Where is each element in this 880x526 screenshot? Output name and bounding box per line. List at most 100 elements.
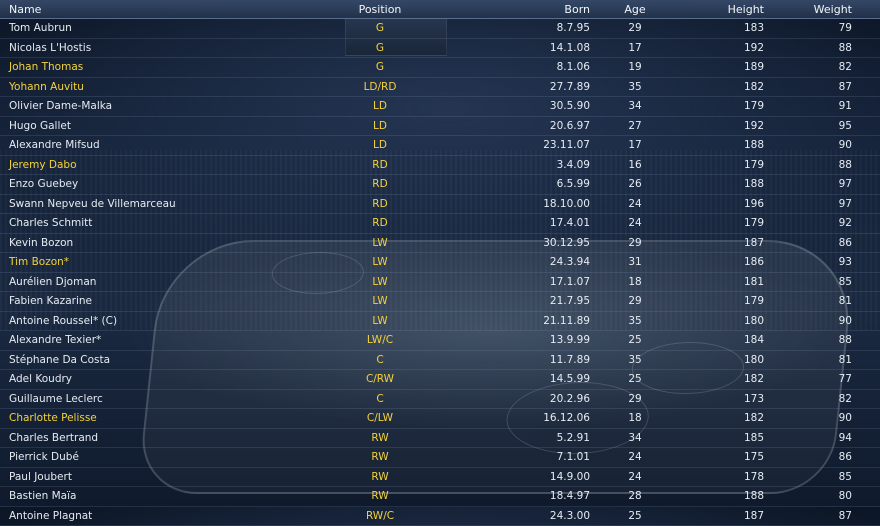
table-row[interactable]: Fabien Kazarine LW 21.7.95 29 179 81 [0,291,880,312]
player-name[interactable]: Enzo Guebey [0,174,300,195]
player-weight: 86 [770,233,880,253]
player-name[interactable]: Yohann Auvitu [0,77,300,97]
player-weight: 90 [770,408,880,429]
player-position: C/LW [300,408,460,429]
player-name[interactable]: Hugo Gallet [0,116,300,136]
player-position: LW [300,311,460,331]
table-row[interactable]: Charlotte Pelisse C/LW 16.12.06 18 182 90 [0,408,880,429]
player-position: LD/RD [300,77,460,97]
table-row[interactable]: Kevin Bozon LW 30.12.95 29 187 86 [0,233,880,253]
player-age: 24 [600,447,670,468]
player-born: 18.10.00 [460,194,600,214]
player-height: 182 [670,77,770,97]
player-name[interactable]: Tim Bozon* [0,252,300,273]
player-name[interactable]: Aurélien Djoman [0,272,300,292]
player-born: 11.7.89 [460,350,600,370]
column-header-height[interactable]: Height [670,0,770,19]
table-row[interactable]: Alexandre Mifsud LD 23.11.07 17 188 90 [0,135,880,156]
table-row[interactable]: Charles Schmitt RD 17.4.01 24 179 92 [0,213,880,234]
player-name[interactable]: Antoine Plagnat [0,506,300,526]
player-name[interactable]: Pierrick Dubé [0,447,300,468]
player-position: LW [300,252,460,273]
table-row[interactable]: Stéphane Da Costa C 11.7.89 35 180 81 [0,350,880,370]
player-height: 188 [670,486,770,507]
player-born: 17.1.07 [460,272,600,292]
player-name[interactable]: Olivier Dame-Malka [0,96,300,117]
column-header-age[interactable]: Age [600,0,670,19]
player-name[interactable]: Paul Joubert [0,467,300,487]
player-born: 8.1.06 [460,57,600,78]
player-name[interactable]: Charles Schmitt [0,213,300,234]
player-weight: 87 [770,506,880,526]
table-row[interactable]: Yohann Auvitu LD/RD 27.7.89 35 182 87 [0,77,880,97]
player-name[interactable]: Alexandre Mifsud [0,135,300,156]
table-row[interactable]: Tom Aubrun G 8.7.95 29 183 79 [0,18,880,39]
table-row[interactable]: Adel Koudry C/RW 14.5.99 25 182 77 [0,369,880,390]
table-row[interactable]: Hugo Gallet LD 20.6.97 27 192 95 [0,116,880,136]
player-height: 188 [670,174,770,195]
column-header-name[interactable]: Name [0,0,300,19]
player-position: RW/C [300,506,460,526]
column-header-born[interactable]: Born [460,0,600,19]
player-name[interactable]: Jeremy Dabo [0,155,300,175]
player-weight: 85 [770,272,880,292]
player-name[interactable]: Antoine Roussel* (C) [0,311,300,331]
player-weight: 86 [770,447,880,468]
player-name[interactable]: Guillaume Leclerc [0,389,300,409]
table-row[interactable]: Paul Joubert RW 14.9.00 24 178 85 [0,467,880,487]
table-row[interactable]: Pierrick Dubé RW 7.1.01 24 175 86 [0,447,880,468]
player-name[interactable]: Stéphane Da Costa [0,350,300,370]
player-position: C/RW [300,369,460,390]
player-position: LW [300,233,460,253]
player-name[interactable]: Charles Bertrand [0,428,300,448]
table-row[interactable]: Jeremy Dabo RD 3.4.09 16 179 88 [0,155,880,175]
table-row[interactable]: Alexandre Texier* LW/C 13.9.99 25 184 88 [0,330,880,351]
table-row[interactable]: Aurélien Djoman LW 17.1.07 18 181 85 [0,272,880,292]
player-height: 182 [670,369,770,390]
table-row[interactable]: Enzo Guebey RD 6.5.99 26 188 97 [0,174,880,195]
player-position: C [300,389,460,409]
player-weight: 80 [770,486,880,507]
column-header-position[interactable]: Position [300,0,460,19]
player-born: 30.5.90 [460,96,600,117]
table-row[interactable]: Bastien Maïa RW 18.4.97 28 188 80 [0,486,880,507]
player-born: 24.3.00 [460,506,600,526]
table-row[interactable]: Charles Bertrand RW 5.2.91 34 185 94 [0,428,880,448]
table-row[interactable]: Swann Nepveu de Villemarceau RD 18.10.00 24… [0,194,880,214]
table-row[interactable]: Nicolas L'Hostis G 14.1.08 17 192 88 [0,38,880,58]
table-row[interactable]: Tim Bozon* LW 24.3.94 31 186 93 [0,252,880,273]
player-height: 178 [670,467,770,487]
player-position: LD [300,116,460,136]
player-name[interactable]: Adel Koudry [0,369,300,390]
player-name[interactable]: Bastien Maïa [0,486,300,507]
player-name[interactable]: Alexandre Texier* [0,330,300,351]
table-row[interactable]: Johan Thomas G 8.1.06 19 189 82 [0,57,880,78]
table-row[interactable]: Olivier Dame-Malka LD 30.5.90 34 179 91 [0,96,880,117]
player-name[interactable]: Swann Nepveu de Villemarceau [0,194,300,214]
table-row[interactable]: Guillaume Leclerc C 20.2.96 29 173 82 [0,389,880,409]
player-weight: 93 [770,252,880,273]
player-name[interactable]: Tom Aubrun [0,18,300,39]
player-age: 17 [600,38,670,58]
player-height: 179 [670,155,770,175]
player-name[interactable]: Fabien Kazarine [0,291,300,312]
player-position: RD [300,213,460,234]
player-height: 180 [670,350,770,370]
player-height: 180 [670,311,770,331]
player-born: 8.7.95 [460,18,600,39]
column-header-weight[interactable]: Weight [770,0,880,19]
player-age: 31 [600,252,670,273]
player-name[interactable]: Kevin Bozon [0,233,300,253]
table-row[interactable]: Antoine Roussel* (C) LW 21.11.89 35 180 90 [0,311,880,331]
player-name[interactable]: Charlotte Pelisse [0,408,300,429]
player-position: LD [300,135,460,156]
player-name[interactable]: Nicolas L'Hostis [0,38,300,58]
player-height: 175 [670,447,770,468]
player-name[interactable]: Johan Thomas [0,57,300,78]
player-born: 13.9.99 [460,330,600,351]
player-age: 18 [600,408,670,429]
table-row[interactable]: Antoine Plagnat RW/C 24.3.00 25 187 87 [0,506,880,526]
player-age: 29 [600,18,670,39]
player-age: 16 [600,155,670,175]
